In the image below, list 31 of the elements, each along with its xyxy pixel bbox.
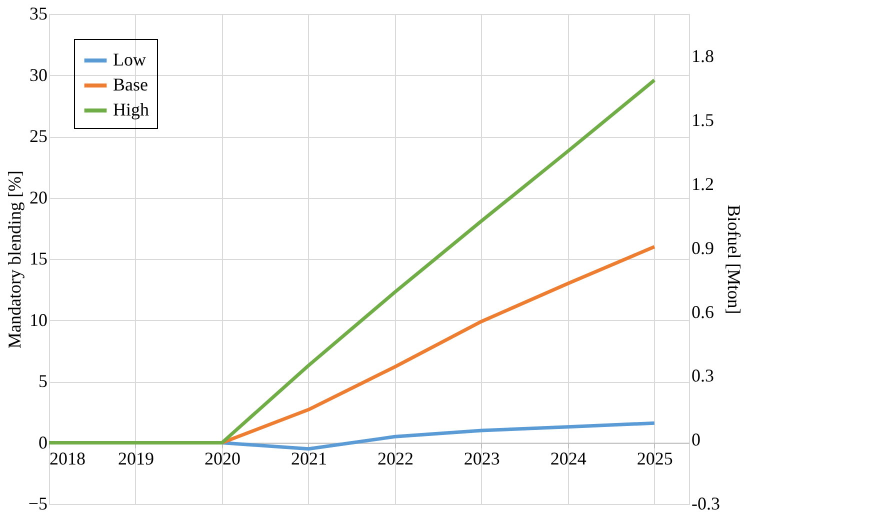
- y-tick-label: 5: [38, 371, 48, 391]
- x-tick-label: 2021: [290, 448, 327, 468]
- y2-tick-label: 0.6: [692, 302, 714, 322]
- y-tick-label: −5: [28, 494, 48, 514]
- y2-tick-label: 0.3: [692, 366, 714, 386]
- x-tick-label: 2019: [118, 448, 154, 468]
- legend-label: Low: [113, 50, 146, 70]
- y2-tick-label: 1.8: [692, 46, 714, 66]
- x-tick-label: 2025: [636, 448, 673, 468]
- y-tick-label: 30: [30, 64, 48, 85]
- y-tick-label: 10: [30, 310, 48, 330]
- line-series: [47, 78, 656, 444]
- y-tick-label: 15: [30, 248, 48, 268]
- y2-tick-label: 0.9: [692, 238, 714, 258]
- y-tick-label: 20: [30, 187, 48, 208]
- legend-label: High: [113, 100, 149, 120]
- y2-tick-label: 0: [692, 430, 700, 450]
- y-tick-label: 25: [30, 126, 48, 146]
- y2-tick-label: 1.5: [692, 110, 714, 130]
- x-tick-label: 2022: [377, 448, 414, 468]
- y2-tick-label: -0.3: [692, 494, 720, 514]
- x-tick-label: 2023: [464, 448, 500, 468]
- x-tick-label: 2018: [50, 448, 86, 468]
- y2-axis-title: Biofuel [Mton]: [724, 204, 744, 314]
- x-tick-label: 2020: [204, 448, 240, 468]
- x-tick-label: 2024: [550, 448, 586, 468]
- y-tick-label: 35: [30, 4, 48, 24]
- legend-label: Base: [113, 74, 148, 94]
- y-axis-title: Mandatory blending [%]: [4, 170, 24, 348]
- y2-tick-label: 1.2: [692, 174, 714, 194]
- y-tick-label: 0: [38, 432, 48, 452]
